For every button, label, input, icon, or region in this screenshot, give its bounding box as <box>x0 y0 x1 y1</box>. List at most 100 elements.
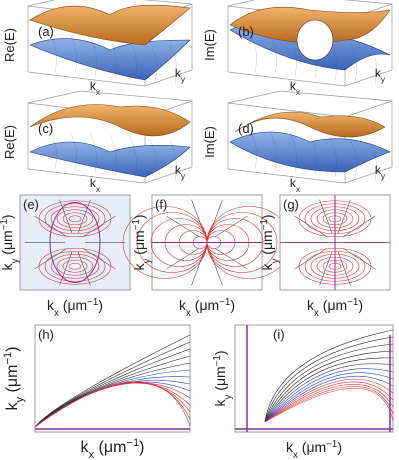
streamline <box>264 357 394 423</box>
streamline <box>264 350 394 423</box>
streamline <box>50 206 100 232</box>
label-part: y <box>181 171 186 181</box>
panel-label: (d) <box>238 121 254 136</box>
label-part: x <box>96 184 101 194</box>
label-part: ) <box>139 439 144 456</box>
x-axis-label: kx (μm−1) <box>307 297 363 319</box>
upper-surface <box>234 111 386 138</box>
streamline <box>34 215 68 237</box>
surface-panel: (b) Im(E) <box>202 0 393 87</box>
label-part: x <box>293 450 298 460</box>
label-part: ) <box>131 214 147 219</box>
streamline <box>209 199 223 234</box>
surface-grid <box>89 132 97 174</box>
streamline <box>68 215 82 223</box>
surface-grid <box>49 31 57 73</box>
panel-label: (g) <box>283 197 299 212</box>
surface-grid <box>329 136 337 178</box>
label-part: (μm <box>298 439 326 455</box>
streamline <box>264 375 394 423</box>
streamline <box>264 368 394 423</box>
streamline <box>56 256 94 276</box>
surface-grid <box>269 130 277 172</box>
streamline <box>294 248 328 270</box>
streamline <box>34 248 68 270</box>
streamline <box>264 329 394 423</box>
label-part: x <box>296 87 301 97</box>
streamline <box>264 343 394 423</box>
surface-grid <box>169 140 177 182</box>
x-axis-label: kx <box>90 79 101 97</box>
streamline <box>62 259 88 273</box>
y-axis-label: ky <box>175 163 186 181</box>
surface-grid <box>169 43 177 85</box>
streamline <box>191 251 205 286</box>
label-part: ) <box>259 214 275 219</box>
streamline <box>264 363 394 423</box>
y-axis-label: ky (μm−1) <box>212 350 234 406</box>
y-axis-label: ky (μm−1) <box>2 346 26 410</box>
y-axis-label: ky (μm−1) <box>259 214 281 270</box>
surface-grid <box>289 132 297 174</box>
streamline <box>342 215 376 237</box>
x-axis-label: kx (μm−1) <box>47 297 103 319</box>
stream-lines <box>235 325 394 432</box>
streamline <box>34 381 191 428</box>
label-part: y <box>381 74 386 84</box>
lower-surface <box>229 131 391 173</box>
surface-grid <box>69 130 77 172</box>
z-axis-label: Re(E) <box>2 125 17 159</box>
label-part: ) <box>230 297 235 313</box>
streamline <box>264 386 394 423</box>
lower-surface <box>29 141 191 178</box>
surface-grid <box>249 31 257 73</box>
label-part: k <box>175 163 182 177</box>
label-part: (μm <box>319 297 347 313</box>
x-axis-label: kx (μm−1) <box>286 439 342 460</box>
stream-lines <box>122 199 292 286</box>
label-part: k <box>47 297 55 313</box>
stream-lines <box>25 199 125 286</box>
label-part: x <box>314 308 319 319</box>
streamline <box>56 209 94 229</box>
label-part: k <box>0 263 15 271</box>
z-axis-label: Im(E) <box>202 126 217 158</box>
surface-grid <box>369 43 377 85</box>
label-part: y <box>223 395 234 400</box>
label-part: −1 <box>0 219 10 230</box>
surface-grid <box>249 128 257 170</box>
label-part: y <box>14 397 26 403</box>
label-part: −1 <box>131 219 142 230</box>
loop <box>49 202 101 283</box>
label-part: y <box>142 259 153 264</box>
label-part: ) <box>98 297 103 313</box>
streamline <box>38 200 112 238</box>
label-part: k <box>80 439 89 456</box>
label-part: −1 <box>212 355 223 366</box>
streamline <box>264 336 394 423</box>
streamline <box>294 215 328 237</box>
label-part: k <box>90 79 97 93</box>
label-part: k <box>307 297 315 313</box>
x-axis-label: kx <box>290 79 301 97</box>
streamline <box>34 334 191 428</box>
surface-panel: (c) Re(E) <box>2 90 193 184</box>
surface-grid <box>49 128 57 170</box>
y-axis-label: ky (μm−1) <box>131 214 153 270</box>
y-axis-label: ky <box>375 66 386 84</box>
label-part: (μm <box>4 365 21 397</box>
x-axis-label: kx <box>290 176 301 194</box>
streamline <box>44 250 106 282</box>
label-part: k <box>90 176 97 190</box>
label-part: ) <box>337 439 342 455</box>
stream-lines <box>34 334 191 430</box>
plot-frame <box>34 324 191 433</box>
panel-label: (a) <box>38 24 54 39</box>
z-axis-label: Im(E) <box>202 29 217 61</box>
label-part: k <box>179 297 187 313</box>
label-part: ) <box>4 346 21 351</box>
label-part: −1 <box>259 219 270 230</box>
x-axis-label: kx <box>90 176 101 194</box>
upper-surface <box>29 4 191 46</box>
panel-label: (h) <box>38 327 54 342</box>
